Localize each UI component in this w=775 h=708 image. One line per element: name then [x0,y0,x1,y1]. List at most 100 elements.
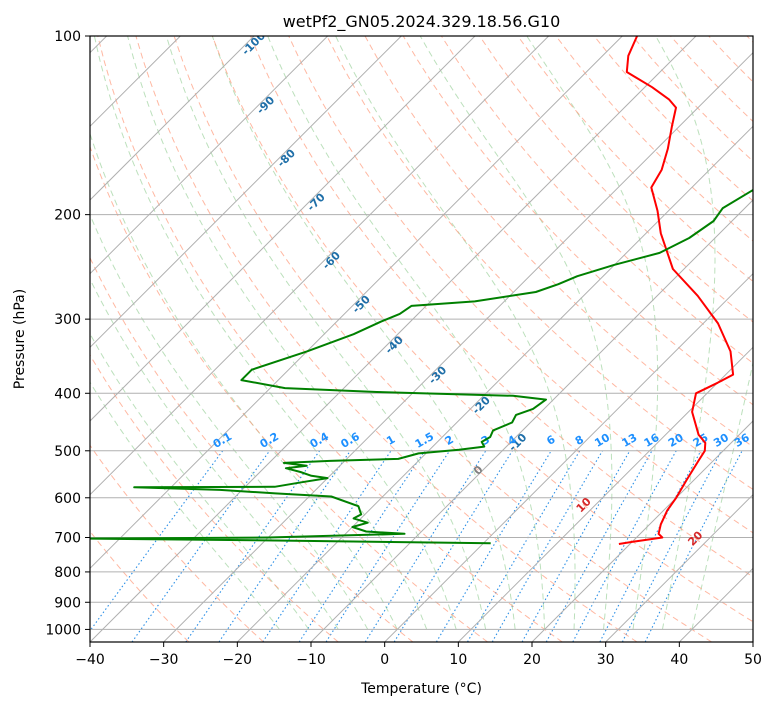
moist-adiabat-line [335,36,576,630]
dry-adiabat-line [211,36,753,623]
moist-adiabat-line [211,36,516,630]
mixing-ratio-label: 6 [544,433,557,448]
isotherm-line [457,346,753,642]
x-tick-label: −40 [75,652,105,668]
dry-adiabat-line [555,36,753,242]
dry-adiabat-line [90,530,190,642]
dry-adiabat-line [173,36,712,642]
y-tick-label: 300 [54,312,81,328]
mixing-ratio-line [572,450,677,642]
mixing-ratio-label: 0.4 [308,430,332,451]
plot-frame [89,35,754,643]
isotherm-label: -80 [275,146,298,169]
moist-adiabat-line [90,132,398,630]
y-tick-label: 900 [54,595,81,611]
mixing-ratio-line [435,450,552,642]
dry-adiabat-line [90,354,339,642]
x-tick-label: 50 [744,652,762,668]
isotherm-line [236,125,753,642]
dry-adiabat-line [90,145,488,642]
mixing-ratio-label: 0.2 [258,430,281,451]
mixing-ratio-label: 30 [711,431,731,450]
moist-adiabat-line [90,278,339,630]
dry-adiabat-line [479,36,753,323]
isotherm-label: -50 [350,292,373,315]
mixing-ratio-label: 0.1 [211,430,234,451]
dry-adiabat-line [746,36,753,43]
isotherm-line [90,36,255,201]
x-axis: −40 −30 −20 −10 0 10 20 30 40 50 [75,642,762,668]
dry-adiabat-line [593,36,753,202]
mixing-ratio-line [90,450,224,632]
isotherm-label: -90 [254,93,277,116]
mixing-ratio-lines [90,450,743,642]
y-tick-label: 200 [54,208,81,224]
isotherm-label: -70 [305,190,328,213]
isotherm-line [90,36,329,275]
isotherm-label: -20 [470,394,493,417]
moist-adiabats [90,36,753,630]
mixing-ratio-line [545,450,653,642]
mixing-ratio-line [262,450,392,642]
isotherm-line [531,420,753,642]
isotherm-line [678,567,753,642]
y-tick-label: 1000 [45,622,81,638]
mixing-ratio-label: 10 [592,431,612,450]
mixing-ratio-label: 13 [620,431,640,450]
dewpoint-profile-line [90,188,753,545]
x-tick-label: −20 [223,652,253,668]
x-tick-label: −10 [296,652,326,668]
dry-adiabat-line [517,36,753,283]
isotherm-line [163,51,753,642]
dry-adiabat-line [708,36,753,83]
isotherm-line [605,493,753,642]
moist-adiabat-line [267,36,546,630]
dry-adiabat-line [97,36,563,642]
x-tick-label: −30 [149,652,179,668]
y-axis: 100 200 300 400 500 600 700 800 900 1000 [45,29,90,638]
mixing-ratio-label: 2 [443,433,456,448]
dry-adiabat-line [402,36,753,406]
chart-title: wetPf2_GN05.2024.329.18.56.G10 [283,12,561,32]
y-tick-label: 400 [54,386,81,402]
moist-adiabat-line [165,36,487,630]
mixing-ratio-label: 1.5 [413,430,436,451]
mixing-ratio-line [364,450,487,642]
y-tick-label: 600 [54,491,81,507]
isotherm-line [310,199,753,642]
y-tick-label: 500 [54,444,81,460]
moist-adiabat-line [90,213,369,630]
moist-adiabat-line [691,360,753,630]
mixing-ratio-line [521,450,631,642]
isotherm-gridlines [90,36,753,642]
y-tick-label: 800 [54,565,81,581]
moist-adiabat-line [526,36,659,630]
isotherm-label: -30 [426,363,449,386]
sounding-series [90,36,753,545]
moist-adiabat-line [90,381,280,630]
x-tick-label: 10 [449,652,467,668]
mixing-ratio-label: 36 [732,431,752,450]
isotherm-line [90,36,697,642]
plot-area: -100-90-80-70-60-50-40-30-20-100.1 0.2 0.4… [90,36,753,642]
temperature-profile-line [618,36,735,545]
moist-adiabat-line [93,36,428,630]
mixing-ratio-label: 8 [573,433,586,448]
x-tick-label: 20 [523,652,541,668]
moist-adiabat-line [419,36,613,630]
x-tick-label: 40 [670,652,688,668]
y-axis-label: Pressure (hPa) [12,289,28,389]
moist-adiabat-line [655,36,716,630]
isotherm-line [90,36,476,422]
mixing-ratio-line [218,450,351,642]
mixing-ratio-label: 1 [384,433,397,448]
isotherm-label: -60 [320,249,343,272]
dry-adiabat-line [135,36,638,642]
isotherm-line [90,36,623,570]
x-axis-label: Temperature (°C) [360,681,482,697]
x-tick-label: 30 [597,652,615,668]
mixing-ratio-line [644,450,743,642]
y-tick-label: 100 [54,29,81,45]
mixing-ratio-line [298,450,426,642]
isotherm-line [90,36,550,496]
